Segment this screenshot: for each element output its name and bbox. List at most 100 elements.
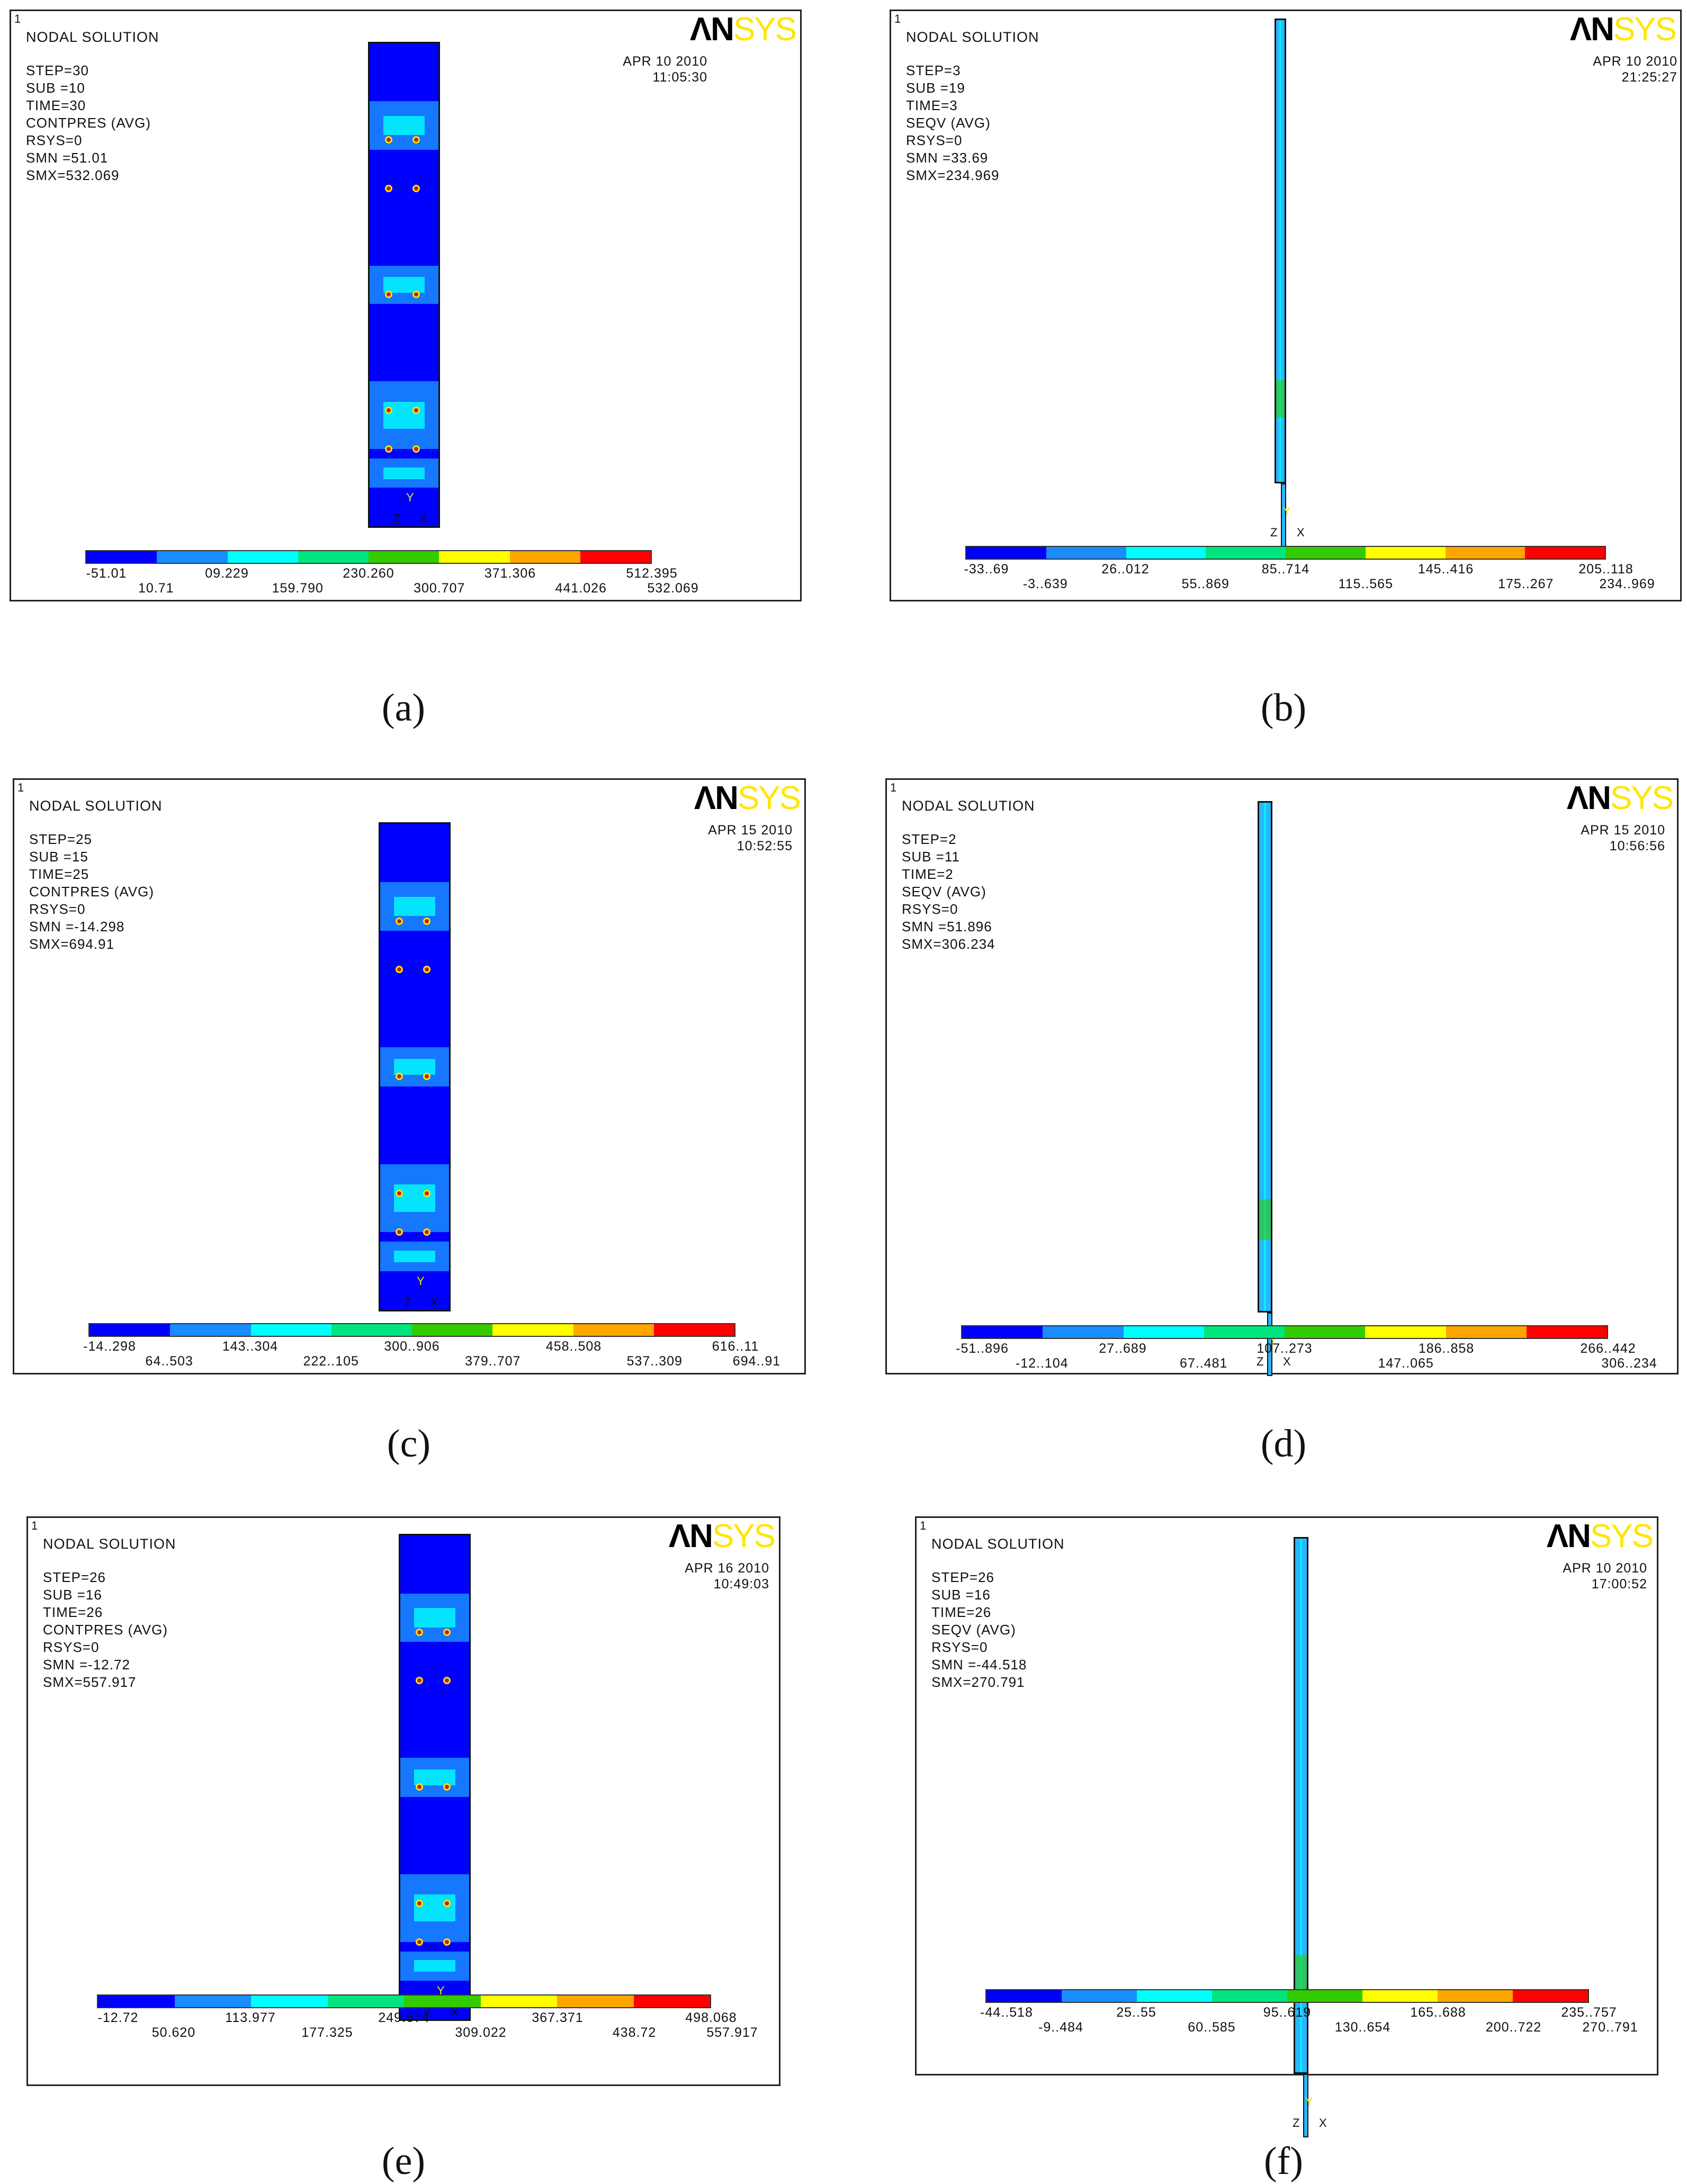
info-line: STEP=3	[906, 62, 961, 78]
legend-swatch	[1525, 547, 1605, 559]
info-line: TIME=25	[29, 866, 89, 882]
legend-swatch	[557, 1996, 634, 2007]
legend-tick-top: 85..714	[1261, 562, 1310, 577]
fe-stem	[1267, 1313, 1272, 1376]
legend-swatch	[227, 551, 298, 563]
fe-model	[399, 1534, 471, 2021]
color-legend-bar	[985, 1989, 1589, 2003]
logo-text: ΛN	[1569, 11, 1614, 48]
logo-text: ΛN	[1566, 780, 1611, 816]
info-line: SUB =11	[902, 849, 960, 865]
info-line: SEQV (AVG)	[906, 115, 991, 131]
axis-label-x: X	[1319, 2116, 1327, 2129]
bolt-hole	[423, 1189, 431, 1197]
bolt-hole	[443, 1677, 451, 1685]
info-line: SMX=694.91	[29, 936, 115, 952]
info-line: SUB =16	[43, 1587, 102, 1603]
plot-panel: 1 NODAL SOLUTION STEP=26 SUB =16 TIME=26 SEQV…	[915, 1516, 1658, 2137]
axis-label-y: Y	[406, 491, 414, 504]
info-line: SMX=557.917	[43, 1674, 137, 1690]
solution-info: STEP=2 SUB =11 TIME=2 SEQV (AVG) RSYS=0 SMN =…	[902, 831, 995, 953]
legend-swatch	[962, 1326, 1043, 1338]
time-text: 11:05:30	[652, 70, 707, 85]
ansys-logo: ΛNSYS	[669, 1520, 776, 1553]
bolt-hole	[412, 445, 420, 453]
info-line: RSYS=0	[43, 1639, 100, 1655]
legend-tick-top: 367.371	[532, 2010, 584, 2025]
legend-swatch	[404, 1996, 481, 2007]
logo-text: ΛN	[689, 11, 734, 48]
fe-stem	[1303, 2074, 1308, 2137]
bolt-hole	[443, 1899, 451, 1907]
bolt-hole	[412, 407, 420, 415]
bolt-hole	[423, 1228, 431, 1236]
bolt-hole	[396, 1189, 403, 1197]
legend-tick-top: -51..896	[956, 1341, 1009, 1356]
legend-tick-bottom: -12..104	[1015, 1356, 1069, 1371]
legend-tick-top: 143..304	[222, 1339, 279, 1354]
legend-tick-bottom: 234..969	[1599, 577, 1655, 591]
bolt-hole	[396, 1073, 403, 1081]
date-stamp: APR 16 2010 10:49:03	[685, 1560, 769, 1592]
solution-info: STEP=26 SUB =16 TIME=26 CONTPRES (AVG) RSYS=…	[43, 1569, 168, 1691]
legend-swatch	[1285, 1326, 1366, 1338]
date-text: APR 10 2010	[1593, 54, 1677, 69]
panel-caption: (c)	[387, 1422, 431, 1466]
axis-label-y: Y	[417, 1274, 425, 1288]
legend-swatch	[1062, 1990, 1137, 2002]
legend-tick-top: -51.01	[86, 566, 127, 581]
info-line: RSYS=0	[906, 132, 963, 148]
info-line: STEP=26	[931, 1569, 995, 1585]
bolt-hole	[443, 1938, 451, 1946]
legend-swatch	[331, 1324, 412, 1336]
bolt-hole	[416, 1899, 424, 1907]
legend-tick-top: 113.977	[225, 2010, 276, 2025]
solution-info: STEP=26 SUB =16 TIME=26 SEQV (AVG) RSYS=0 SMN…	[931, 1569, 1027, 1691]
axis-label-z: Z	[404, 1296, 411, 1309]
info-line: SUB =10	[26, 80, 85, 96]
bolt-hole	[423, 966, 431, 974]
bolt-hole	[412, 136, 420, 144]
date-stamp: APR 10 2010 17:00:52	[1563, 1560, 1647, 1592]
info-line: STEP=25	[29, 831, 93, 847]
info-line: SMN =51.01	[26, 150, 109, 166]
fe-model	[1275, 19, 1286, 483]
bolt-hole	[385, 407, 393, 415]
legend-swatch	[250, 1324, 331, 1336]
plot-panel: 1 NODAL SOLUTION STEP=3 SUB =19 TIME=3 SEQV (…	[890, 10, 1682, 601]
legend-swatch	[174, 1996, 251, 2007]
legend-tick-bottom: 309.022	[455, 2025, 507, 2040]
legend-swatch	[1126, 547, 1206, 559]
ansys-logo: ΛNSYS	[694, 782, 801, 815]
bolt-hole	[412, 184, 420, 192]
window-number: 1	[890, 781, 897, 794]
info-line: TIME=2	[902, 866, 954, 882]
info-line: SMX=306.234	[902, 936, 995, 952]
bolt-hole	[385, 291, 393, 299]
plot-title: NODAL SOLUTION	[26, 29, 159, 45]
plot-panel: 1 NODAL SOLUTION STEP=26 SUB =16 TIME=26 CONT…	[26, 1516, 780, 2086]
info-line: TIME=30	[26, 97, 86, 113]
stress-core	[383, 467, 425, 479]
color-legend-bar	[85, 550, 652, 564]
window-number: 1	[920, 1519, 927, 1532]
legend-swatch	[1286, 547, 1366, 559]
legend-tick-top: 458..508	[545, 1339, 602, 1354]
panel-caption: (a)	[381, 686, 426, 730]
axis-label-x: X	[451, 2005, 459, 2018]
bolt-hole	[396, 966, 403, 974]
legend-tick-bottom: 177.325	[301, 2025, 353, 2040]
window-number: 1	[31, 1519, 38, 1532]
axis-label-y: Y	[1305, 2095, 1313, 2108]
legend-tick-top: 145..416	[1417, 562, 1474, 577]
fe-model	[1294, 1537, 1308, 2074]
legend-swatch	[1212, 1990, 1287, 2002]
info-line: SEQV (AVG)	[902, 884, 986, 900]
stress-core	[414, 1894, 455, 1922]
legend-swatch	[1046, 547, 1126, 559]
info-line: SMX=532.069	[26, 167, 120, 183]
stress-spot	[1276, 380, 1285, 417]
